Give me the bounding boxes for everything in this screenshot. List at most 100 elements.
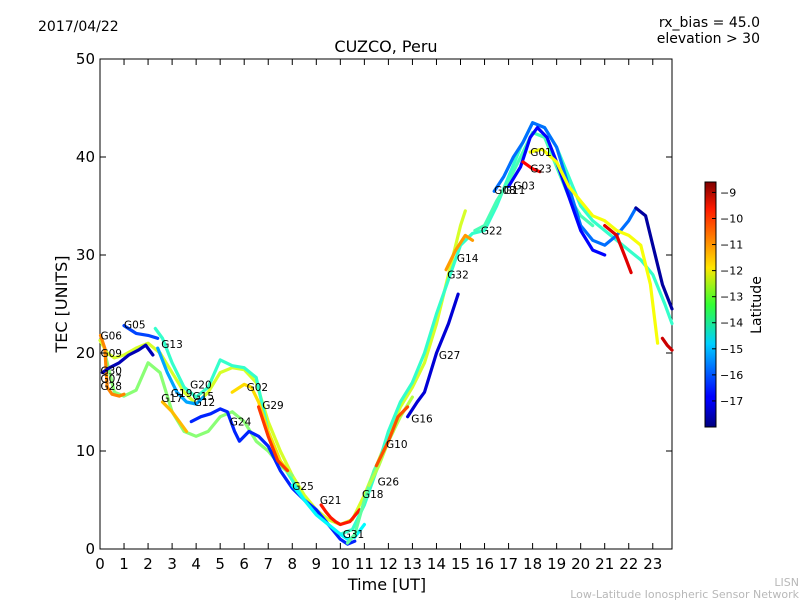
satellite-label-12: G02 [247,382,269,394]
colorbar-tick-label-1: −10 [720,212,743,225]
rx-bias-label: rx_bias = 45.0 [659,15,760,31]
satellite-label-13: G29 [262,400,284,412]
satellite-label-16: G21 [320,495,342,507]
series-line-10 [257,405,290,473]
satellite-label-18: G18 [362,489,384,501]
colorbar-tick-label-2: −11 [720,239,743,252]
satellite-label-1: G05 [124,320,146,332]
x-tick-label-11: 11 [355,555,374,573]
y-tick-label-4: 40 [76,148,95,166]
y-tick-label-0: 0 [85,540,95,558]
satellite-label-2: G09 [100,348,122,360]
date-label: 2017/04/22 [38,19,119,35]
series-line-0 [98,209,467,527]
y-tick-label-3: 30 [76,246,95,264]
x-tick-label-2: 2 [143,555,153,573]
series-line-9 [230,382,290,473]
series-line-22 [528,147,660,345]
satellite-label-7: G20 [190,379,212,391]
colorbar-tick-label-0: −9 [720,186,736,199]
colorbar-ticks: −9 −10 −11 −12 −13 −14 −15 −16 −17 [712,186,743,408]
x-tick-label-22: 22 [619,555,638,573]
series-line-21 [521,160,542,174]
colorbar-tick-label-7: −16 [720,369,743,382]
x-axis-label: Time [UT] [347,575,426,594]
x-tick-label-6: 6 [239,555,249,573]
satellite-label-26: G08 [494,185,515,197]
satellite-label-24: G14 [457,253,479,265]
y-tick-label-1: 10 [76,442,95,460]
satellite-label-14: G24 [230,417,252,429]
x-tick-label-23: 23 [643,555,662,573]
series-line-1 [153,121,674,536]
satellite-label-5: G28 [100,381,122,393]
satellite-label-11: G12 [194,397,216,409]
satellite-label-17: G31 [343,529,365,541]
colorbar-tick-label-3: −12 [720,265,743,278]
elevation-label: elevation > 30 [657,31,760,47]
x-tick-label-1: 1 [119,555,129,573]
colorbar-tick-label-5: −14 [720,317,743,330]
x-tick-label-7: 7 [263,555,273,573]
satellite-label-21: G16 [411,414,433,426]
x-tick-label-20: 20 [571,555,590,573]
x-tick-label-0: 0 [95,555,105,573]
x-tick-label-10: 10 [331,555,350,573]
series-line-15 [374,405,410,468]
colorbar-tick-label-8: −17 [720,395,743,408]
x-tick-label-12: 12 [379,555,398,573]
colorbar-tick-label-4: −13 [720,291,743,304]
satellite-label-4: G07 [100,373,122,385]
satellite-label-3: G30 [100,366,122,378]
series-line-25 [660,336,674,352]
satellite-label-9: G17 [161,393,183,405]
x-tick-label-18: 18 [523,555,542,573]
footer-lisn: LISN [774,576,799,589]
satellite-label-10: G15 [193,391,215,403]
satellite-label-30: G23 [530,164,552,176]
chart-title: CUZCO, Peru [334,37,437,56]
x-tick-label-5: 5 [215,555,225,573]
satellite-label-28: G03 [513,180,535,192]
series-line-20 [507,126,607,257]
satellite-label-22: G27 [439,350,461,362]
y-axis-ticks: 0 10 20 30 40 50 [76,50,672,558]
series-line-12 [319,503,362,527]
x-tick-label-3: 3 [167,555,177,573]
satellite-label-8: G19 [171,388,193,400]
x-tick-label-9: 9 [312,555,322,573]
series-line-16 [406,292,460,419]
series-line-8 [189,407,357,546]
x-axis-ticks: 0 1 2 3 4 5 6 7 8 9 10 11 12 13 14 15 16 17 18 19 20 21 22 23 [95,59,662,573]
x-tick-label-17: 17 [499,555,518,573]
series-line-19 [492,121,638,247]
series-line-23 [634,206,674,311]
satellite-label-0: G06 [100,330,122,342]
x-tick-label-13: 13 [403,555,422,573]
series-line-2 [103,351,294,478]
satellite-label-23: G32 [447,270,469,282]
satellite-label-27: G11 [504,185,526,197]
x-tick-label-14: 14 [427,555,446,573]
y-tick-label-2: 20 [76,344,95,362]
footer-network: Low-Latitude Ionospheric Sensor Network [570,588,799,600]
x-tick-label-16: 16 [475,555,494,573]
x-tick-label-21: 21 [595,555,614,573]
series-line-7 [160,400,189,433]
satellite-label-19: G26 [378,476,400,488]
series-line-4 [122,324,160,340]
series-line-5 [100,343,155,375]
satellite-label-20: G10 [386,439,408,451]
satellite-label-6: G13 [161,339,183,351]
y-tick-label-5: 50 [76,50,95,68]
x-tick-label-8: 8 [287,555,297,573]
colorbar [704,181,717,428]
x-tick-label-19: 19 [547,555,566,573]
series-layer [98,121,674,546]
x-tick-label-15: 15 [451,555,470,573]
y-axis-label: TEC [UNITS] [52,256,71,354]
satellite-label-29: G01 [530,147,552,159]
plot-frame [99,58,673,550]
